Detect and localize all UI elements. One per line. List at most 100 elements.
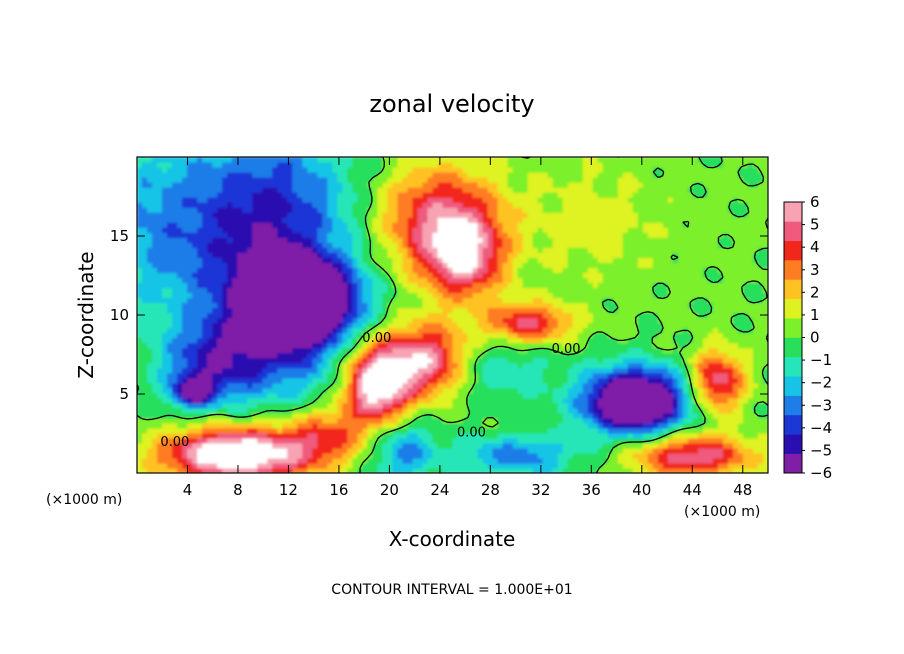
heatmap-cell	[377, 357, 383, 364]
heatmap-cell	[152, 442, 158, 449]
heatmap-cell	[177, 427, 183, 434]
heatmap-cell	[462, 282, 469, 289]
heatmap-cell	[322, 302, 328, 309]
heatmap-cell	[487, 327, 494, 334]
heatmap-cell	[632, 447, 639, 454]
heatmap-cell	[632, 312, 639, 319]
heatmap-cell	[197, 307, 203, 314]
heatmap-cell	[427, 397, 434, 404]
heatmap-cell	[637, 312, 644, 319]
heatmap-cell	[152, 317, 158, 324]
heatmap-cell	[212, 432, 218, 439]
heatmap-cell	[172, 307, 178, 314]
heatmap-cell	[202, 317, 208, 324]
heatmap-cell	[637, 427, 644, 434]
heatmap-cell	[662, 372, 669, 379]
heatmap-cell	[402, 382, 409, 389]
heatmap-cell	[267, 372, 273, 379]
heatmap-cell	[612, 282, 619, 289]
heatmap-cell	[607, 462, 614, 469]
heatmap-cell	[222, 452, 228, 459]
heatmap-cell	[362, 437, 368, 444]
heatmap-cell	[242, 372, 248, 379]
heatmap-cell	[302, 317, 308, 324]
heatmap-cell	[227, 442, 233, 449]
heatmap-cell	[227, 292, 233, 299]
heatmap-cell	[712, 422, 719, 429]
heatmap-cell	[212, 407, 218, 414]
heatmap-cell	[642, 377, 649, 384]
heatmap-cell	[522, 427, 529, 434]
heatmap-cell	[372, 422, 378, 429]
heatmap-cell	[312, 282, 318, 289]
heatmap-cell	[722, 307, 729, 314]
heatmap-cell	[682, 292, 689, 299]
heatmap-cell	[402, 392, 409, 399]
heatmap-cell	[557, 452, 564, 459]
heatmap-cell	[737, 367, 744, 374]
heatmap-cell	[667, 407, 674, 414]
heatmap-cell	[257, 282, 263, 289]
heatmap-cell	[582, 307, 589, 314]
heatmap-cell	[432, 392, 439, 399]
heatmap-cell	[762, 337, 768, 344]
heatmap-cell	[367, 337, 373, 344]
heatmap-cell	[327, 307, 333, 314]
heatmap-cell	[462, 442, 469, 449]
heatmap-cell	[292, 417, 298, 424]
heatmap-cell	[187, 412, 193, 419]
heatmap-cell	[312, 402, 318, 409]
heatmap-cell	[487, 412, 494, 419]
heatmap-cell	[242, 327, 248, 334]
heatmap-cell	[317, 462, 323, 469]
heatmap-cell	[697, 372, 704, 379]
heatmap-cell	[402, 307, 409, 314]
heatmap-cell	[527, 352, 534, 359]
heatmap-cell	[387, 342, 394, 349]
heatmap-cell	[347, 407, 353, 414]
heatmap-cell	[482, 322, 489, 329]
heatmap-cell	[662, 382, 669, 389]
heatmap-cell	[347, 457, 353, 464]
heatmap-cell	[612, 462, 619, 469]
heatmap-cell	[432, 352, 439, 359]
heatmap-cell	[287, 372, 293, 379]
heatmap-cell	[587, 432, 594, 439]
heatmap-cell	[712, 372, 719, 379]
heatmap-cell	[222, 342, 228, 349]
heatmap-cell	[467, 462, 474, 469]
heatmap-cell	[382, 372, 388, 379]
heatmap-cell	[547, 382, 554, 389]
heatmap-cell	[262, 357, 268, 364]
heatmap-cell	[627, 332, 634, 339]
heatmap-cell	[232, 382, 238, 389]
heatmap-cell	[337, 302, 343, 309]
heatmap-cell	[512, 392, 519, 399]
heatmap-cell	[762, 282, 768, 289]
heatmap-cell	[702, 412, 709, 419]
heatmap-cell	[342, 402, 348, 409]
heatmap-cell	[557, 307, 564, 314]
heatmap-cell	[542, 302, 549, 309]
heatmap-cell	[707, 327, 714, 334]
heatmap-cell	[557, 462, 564, 469]
heatmap-cell	[542, 297, 549, 304]
heatmap-cell	[387, 462, 394, 469]
heatmap-cell	[722, 437, 729, 444]
heatmap-cell	[217, 382, 223, 389]
heatmap-cell	[272, 412, 278, 419]
heatmap-cell	[632, 442, 639, 449]
heatmap-cell	[222, 362, 228, 369]
heatmap-cell	[247, 332, 253, 339]
heatmap-cell	[302, 322, 308, 329]
heatmap-cell	[607, 322, 614, 329]
heatmap-cell	[592, 427, 599, 434]
heatmap-cell	[762, 382, 768, 389]
heatmap-cell	[402, 457, 409, 464]
heatmap-cell	[702, 457, 709, 464]
heatmap-cell	[247, 367, 253, 374]
heatmap-cell	[347, 382, 353, 389]
heatmap-cell	[522, 372, 529, 379]
heatmap-cell	[472, 437, 479, 444]
heatmap-cell	[532, 287, 539, 294]
